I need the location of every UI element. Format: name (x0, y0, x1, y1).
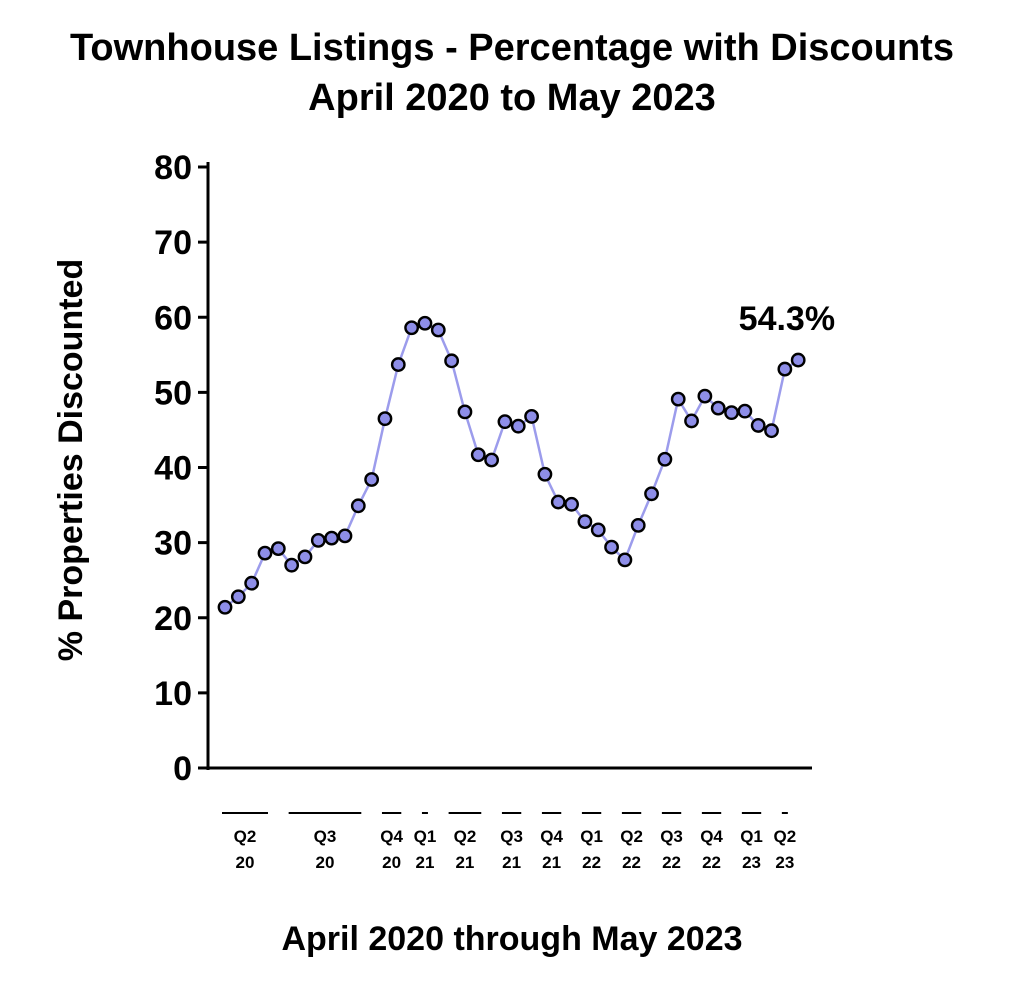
data-point (510, 418, 526, 434)
data-point (590, 522, 606, 538)
quarter-label: Q3 (314, 827, 337, 846)
data-point (724, 405, 739, 421)
data-point (217, 599, 233, 615)
data-point (230, 589, 246, 605)
data-point (484, 452, 499, 468)
y-axis-label: % Properties Discounted (52, 259, 90, 661)
data-point (470, 447, 486, 463)
data-point (404, 320, 420, 336)
quarter-year-label: 21 (502, 853, 521, 872)
data-point (257, 545, 273, 561)
quarter-year-label: 21 (455, 853, 474, 872)
data-point (737, 403, 753, 419)
y-tick-label: 10 (154, 675, 192, 713)
y-tick-label: 80 (154, 149, 192, 187)
quarter-label-group: Q2 20 Q3 20 Q4 20 Q1 21 Q2 21 Q3 21 Q4 21 Q1 22 Q2 22 Q3 22… (234, 827, 797, 872)
data-point (430, 322, 446, 338)
quarter-label: Q2 (234, 827, 257, 846)
data-point (444, 353, 460, 369)
quarter-year-label: 22 (662, 853, 681, 872)
data-point (697, 388, 713, 404)
quarter-label: Q1 (580, 827, 603, 846)
chart-title-line-1: Townhouse Listings - Percentage with Dis… (70, 27, 954, 69)
data-point (337, 528, 353, 544)
quarter-label: Q3 (660, 827, 683, 846)
y-tick-label: 70 (154, 224, 192, 262)
data-point (577, 514, 593, 529)
quarter-year-label: 21 (415, 853, 434, 872)
data-point (777, 361, 793, 377)
series-line (224, 321, 799, 609)
y-tick-label: 50 (154, 374, 192, 412)
quarter-label: Q1 (740, 827, 763, 846)
last-value-annotation: 54.3% (739, 300, 835, 338)
quarter-label: Q3 (500, 827, 523, 846)
data-point (550, 494, 566, 510)
data-point (284, 557, 300, 573)
data-point (764, 423, 779, 439)
data-point (377, 411, 393, 427)
quarter-year-label: 20 (316, 853, 335, 872)
quarter-year-label: 23 (742, 853, 761, 872)
y-tick-label: 30 (154, 525, 192, 563)
data-point (244, 575, 260, 591)
quarter-year-label: 22 (622, 853, 641, 872)
data-point (390, 357, 406, 372)
quarter-label: Q1 (414, 827, 437, 846)
quarter-year-label: 23 (775, 853, 794, 872)
data-point (564, 496, 579, 512)
quarter-year-label: 20 (236, 853, 255, 872)
quarter-label: Q4 (540, 827, 563, 846)
y-tick-label: 40 (154, 450, 192, 488)
quarter-label: Q2 (454, 827, 477, 846)
data-point (630, 517, 646, 533)
x-axis-label: April 2020 through May 2023 (281, 920, 742, 958)
y-tick-label: 0 (173, 750, 192, 788)
data-point (617, 552, 633, 568)
data-point (644, 486, 659, 502)
data-point (270, 541, 286, 557)
data-point (670, 391, 686, 407)
data-point (710, 400, 726, 416)
data-point (657, 451, 673, 467)
data-point (524, 409, 539, 424)
quarter-year-label: 21 (542, 853, 561, 872)
data-point (297, 549, 313, 565)
series-markers (217, 315, 806, 615)
data-point (457, 404, 473, 420)
data-point (684, 413, 699, 429)
data-point (350, 498, 366, 514)
quarter-label: Q4 (380, 827, 403, 846)
data-point (417, 315, 433, 331)
data-point (497, 414, 513, 430)
y-axis-ticks: 0 10 20 30 40 50 60 70 80 (154, 149, 208, 788)
y-tick-label: 20 (154, 600, 192, 638)
quarter-year-label: 22 (582, 853, 601, 872)
data-point (364, 472, 380, 487)
quarter-year-label: 20 (382, 853, 401, 872)
data-point (604, 539, 619, 555)
data-point (310, 532, 326, 548)
quarter-label: Q2 (620, 827, 643, 846)
data-point (324, 530, 340, 546)
data-point (790, 352, 806, 368)
chart-title-line-2: April 2020 to May 2023 (308, 77, 716, 119)
quarter-label: Q4 (700, 827, 723, 846)
data-point (537, 466, 553, 482)
data-point (750, 418, 766, 433)
quarter-year-label: 22 (702, 853, 721, 872)
quarter-label: Q2 (774, 827, 797, 846)
y-tick-label: 60 (154, 299, 192, 337)
